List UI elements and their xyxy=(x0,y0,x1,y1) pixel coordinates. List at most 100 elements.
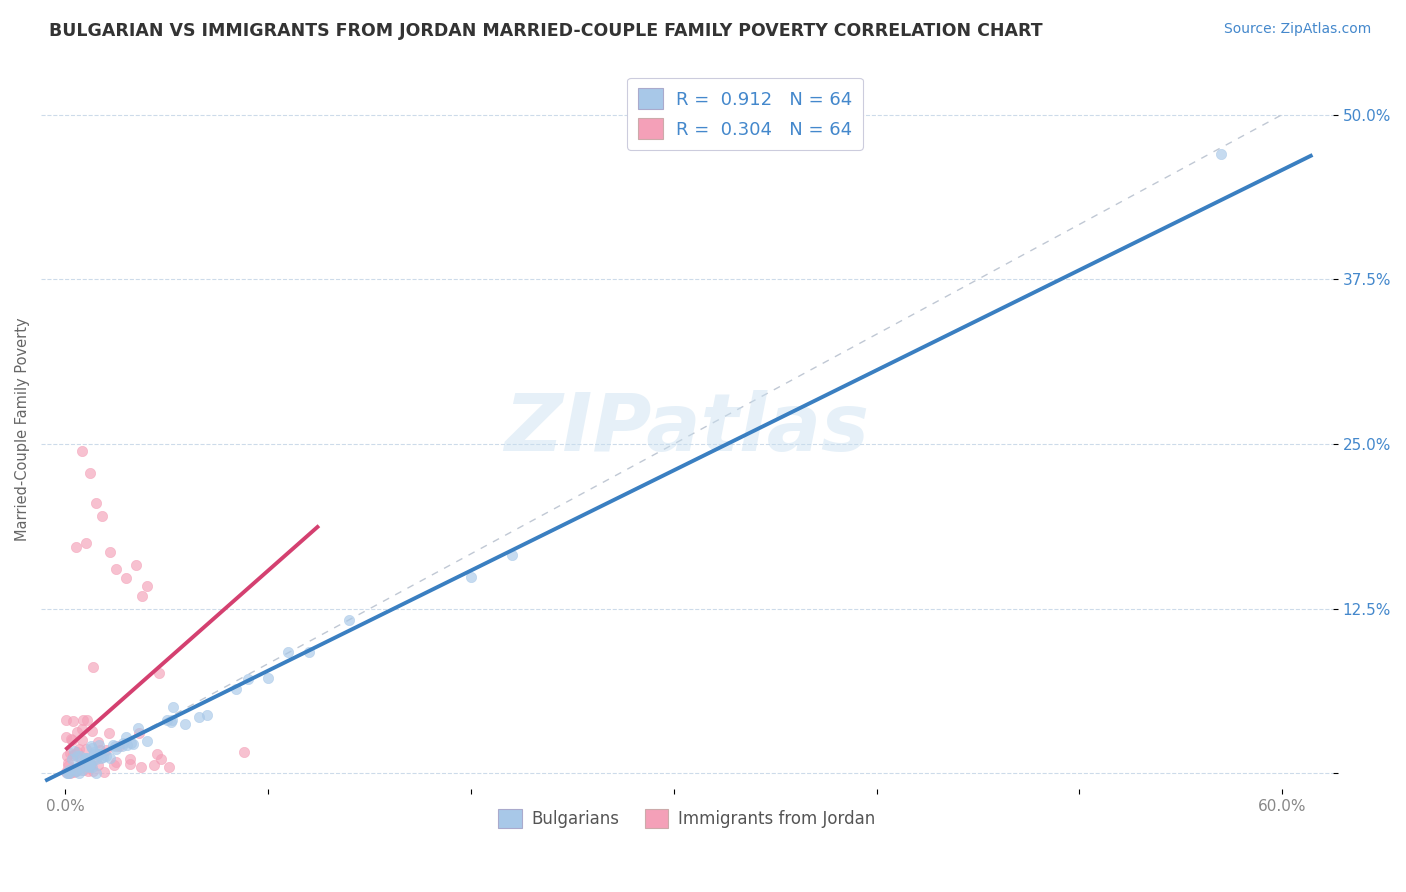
Point xyxy=(188,709,211,723)
Point xyxy=(120,752,142,766)
Point xyxy=(83,745,105,759)
Point xyxy=(111,736,134,750)
Point xyxy=(76,713,98,727)
Point xyxy=(131,589,153,603)
Point xyxy=(91,509,114,524)
Point xyxy=(66,763,89,777)
Point xyxy=(86,747,108,761)
Point xyxy=(59,746,82,760)
Point xyxy=(1211,147,1233,161)
Point xyxy=(73,751,96,765)
Point xyxy=(75,754,97,768)
Point xyxy=(58,763,80,777)
Point xyxy=(160,714,183,729)
Point xyxy=(103,757,125,772)
Point xyxy=(70,722,93,736)
Point xyxy=(337,613,360,627)
Point xyxy=(96,743,118,757)
Point xyxy=(135,579,157,593)
Point xyxy=(93,750,115,764)
Point xyxy=(114,730,136,744)
Point xyxy=(75,751,97,765)
Point xyxy=(103,739,125,753)
Point xyxy=(87,757,110,772)
Point xyxy=(79,757,101,772)
Point xyxy=(105,562,128,576)
Point xyxy=(66,748,89,763)
Point xyxy=(70,443,93,458)
Point xyxy=(87,738,110,752)
Point xyxy=(460,570,482,584)
Point xyxy=(82,741,104,756)
Point xyxy=(69,760,91,774)
Point xyxy=(66,724,89,739)
Point xyxy=(105,742,128,756)
Point xyxy=(142,758,165,772)
Point xyxy=(75,536,97,550)
Point xyxy=(86,752,108,766)
Point xyxy=(90,751,112,765)
Point xyxy=(82,723,104,738)
Point xyxy=(75,753,97,767)
Point xyxy=(120,736,142,750)
Point xyxy=(157,760,180,774)
Point xyxy=(56,756,79,770)
Point xyxy=(149,752,172,766)
Point xyxy=(162,700,184,714)
Point xyxy=(115,571,138,585)
Point xyxy=(79,758,101,772)
Point xyxy=(67,741,90,756)
Point xyxy=(225,681,247,696)
Point xyxy=(501,549,523,563)
Point xyxy=(236,673,259,687)
Point xyxy=(72,764,94,778)
Point xyxy=(56,759,79,773)
Point xyxy=(60,733,83,747)
Point xyxy=(82,760,104,774)
Point xyxy=(84,496,107,510)
Point xyxy=(82,660,104,674)
Point xyxy=(60,752,83,766)
Text: ZIPatlas: ZIPatlas xyxy=(505,390,869,468)
Point xyxy=(55,713,77,727)
Point xyxy=(125,558,148,573)
Point xyxy=(135,733,157,747)
Point xyxy=(257,671,280,685)
Point xyxy=(104,739,127,754)
Point xyxy=(58,766,80,780)
Point xyxy=(55,765,77,780)
Point xyxy=(156,713,179,727)
Point xyxy=(146,747,169,761)
Point xyxy=(82,764,104,778)
Point xyxy=(148,666,170,681)
Point xyxy=(80,739,103,753)
Point xyxy=(80,756,103,771)
Point xyxy=(128,726,150,740)
Point xyxy=(122,737,145,751)
Point xyxy=(173,717,195,731)
Point xyxy=(65,764,87,779)
Point xyxy=(127,721,149,735)
Point xyxy=(69,762,91,776)
Point xyxy=(233,745,256,759)
Point xyxy=(111,739,134,753)
Legend: Bulgarians, Immigrants from Jordan: Bulgarians, Immigrants from Jordan xyxy=(492,803,882,835)
Point xyxy=(277,645,299,659)
Point xyxy=(98,751,121,765)
Point xyxy=(96,748,118,763)
Point xyxy=(76,764,98,778)
Point xyxy=(87,735,110,749)
Point xyxy=(67,766,90,780)
Point xyxy=(298,645,321,659)
Point xyxy=(62,747,84,762)
Point xyxy=(117,738,139,752)
Point xyxy=(76,758,98,772)
Point xyxy=(69,749,91,764)
Point xyxy=(59,732,82,747)
Point xyxy=(75,742,97,756)
Point xyxy=(63,764,86,779)
Point xyxy=(70,752,93,766)
Point xyxy=(129,760,152,774)
Point xyxy=(82,753,104,767)
Point xyxy=(118,756,141,771)
